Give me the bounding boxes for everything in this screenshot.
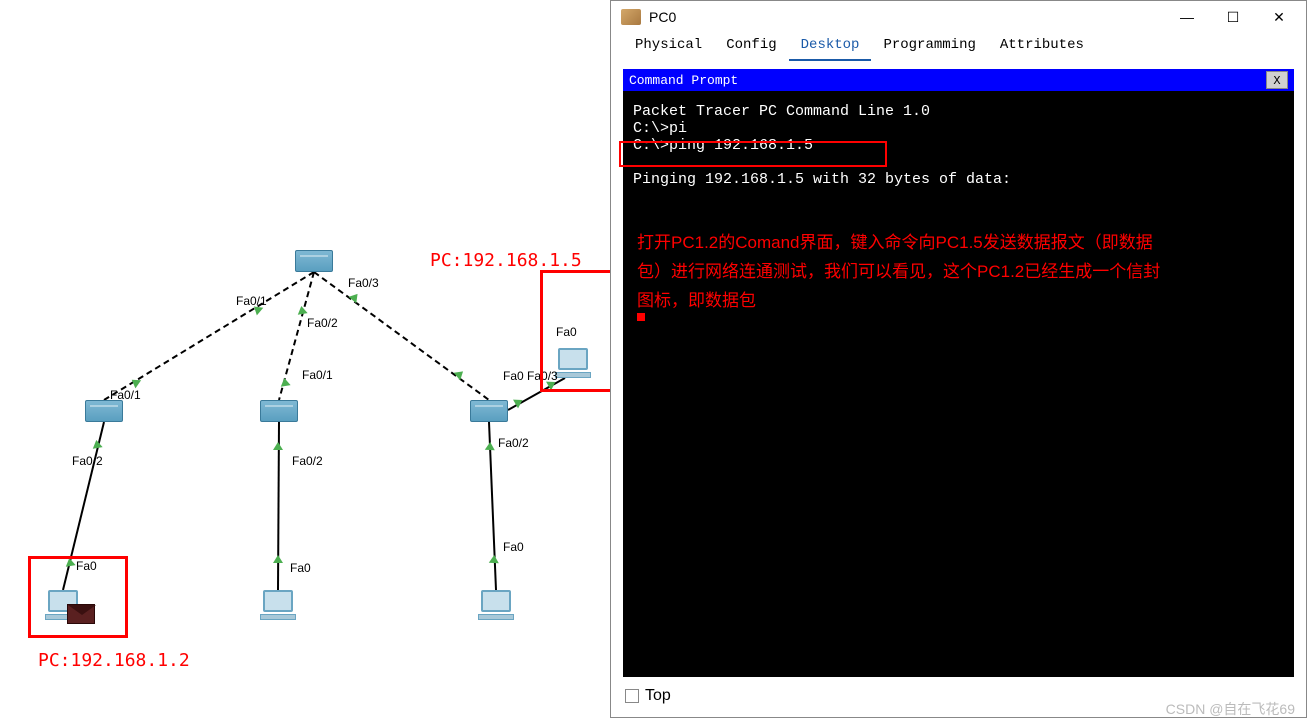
port-label: Fa0/2 <box>292 454 323 468</box>
maximize-button[interactable]: ☐ <box>1210 2 1256 32</box>
main-switch-device[interactable] <box>295 250 335 280</box>
link-status-icon <box>91 439 102 449</box>
left-switch-device[interactable] <box>85 400 125 430</box>
watermark: CSDN @自在飞花69 <box>1166 699 1295 719</box>
highlight-box-right <box>540 270 615 392</box>
pc1-device[interactable] <box>260 590 300 620</box>
minimize-button[interactable]: — <box>1164 2 1210 32</box>
terminal-line: C:\>pi <box>633 120 687 137</box>
switch-icon <box>85 400 123 422</box>
terminal-header: Command Prompt X <box>623 69 1294 91</box>
top-checkbox-label: Top <box>645 687 671 705</box>
switch-icon <box>470 400 508 422</box>
port-label: Fa0 <box>290 561 311 575</box>
tab-programming[interactable]: Programming <box>871 33 987 61</box>
terminal-title: Command Prompt <box>629 73 738 88</box>
highlight-box-left <box>28 556 128 638</box>
port-label: Fa0/2 <box>498 436 529 450</box>
pc2-device[interactable] <box>478 590 518 620</box>
pc-left-ip-label: PC:192.168.1.2 <box>38 650 190 671</box>
port-label: Fa0/2 <box>72 454 103 468</box>
terminal-line: Packet Tracer PC Command Line 1.0 <box>633 103 930 120</box>
network-topology-canvas: Fa0/1 Fa0/2 Fa0/3 Fa0/1 Fa0/1 Fa0/2 Fa0/… <box>0 0 610 725</box>
link-status-icon <box>489 555 499 564</box>
pc0-window: PC0 — ☐ ✕ Physical Config Desktop Progra… <box>610 0 1307 718</box>
link-status-icon <box>296 305 307 315</box>
annotation-dot <box>637 313 645 321</box>
port-label: Fa0/2 <box>307 316 338 330</box>
mid-switch-device[interactable] <box>260 400 300 430</box>
pc-icon <box>478 590 514 622</box>
close-button[interactable]: ✕ <box>1256 2 1302 32</box>
top-checkbox[interactable] <box>625 689 639 703</box>
switch-icon <box>295 250 333 272</box>
link-status-icon <box>273 442 283 450</box>
app-icon <box>621 9 641 25</box>
port-label: Fa0 <box>503 540 524 554</box>
command-prompt-terminal[interactable]: Packet Tracer PC Command Line 1.0 C:\>pi… <box>623 91 1294 677</box>
terminal-close-button[interactable]: X <box>1266 71 1288 89</box>
port-label: Fa0/1 <box>302 368 333 382</box>
port-label: Fa0/1 <box>110 388 141 402</box>
switch-icon <box>260 400 298 422</box>
link-status-icon <box>273 555 283 563</box>
terminal-line: Pinging 192.168.1.5 with 32 bytes of dat… <box>633 171 1011 188</box>
right-switch-device[interactable] <box>470 400 510 430</box>
ping-highlight-box <box>619 141 887 167</box>
annotation-text: 打开PC1.2的Comand界面，键入命令向PC1.5发送数据报文（即数据包）进… <box>637 229 1177 316</box>
tab-attributes[interactable]: Attributes <box>988 33 1096 61</box>
window-titlebar[interactable]: PC0 — ☐ ✕ <box>611 1 1306 33</box>
port-label: Fa0/1 <box>236 294 267 308</box>
window-title: PC0 <box>647 9 1164 25</box>
window-controls: — ☐ ✕ <box>1164 2 1302 32</box>
tab-desktop[interactable]: Desktop <box>789 33 872 61</box>
link-status-icon <box>485 442 495 451</box>
tab-config[interactable]: Config <box>714 33 788 61</box>
port-label: Fa0/3 <box>348 276 379 290</box>
tab-physical[interactable]: Physical <box>623 33 714 61</box>
link-status-icon <box>279 377 290 387</box>
tabs-bar: Physical Config Desktop Programming Attr… <box>611 33 1306 61</box>
terminal-container: Command Prompt X Packet Tracer PC Comman… <box>623 69 1294 677</box>
pc-icon <box>260 590 296 622</box>
pc-right-ip-label: PC:192.168.1.5 <box>430 250 582 271</box>
